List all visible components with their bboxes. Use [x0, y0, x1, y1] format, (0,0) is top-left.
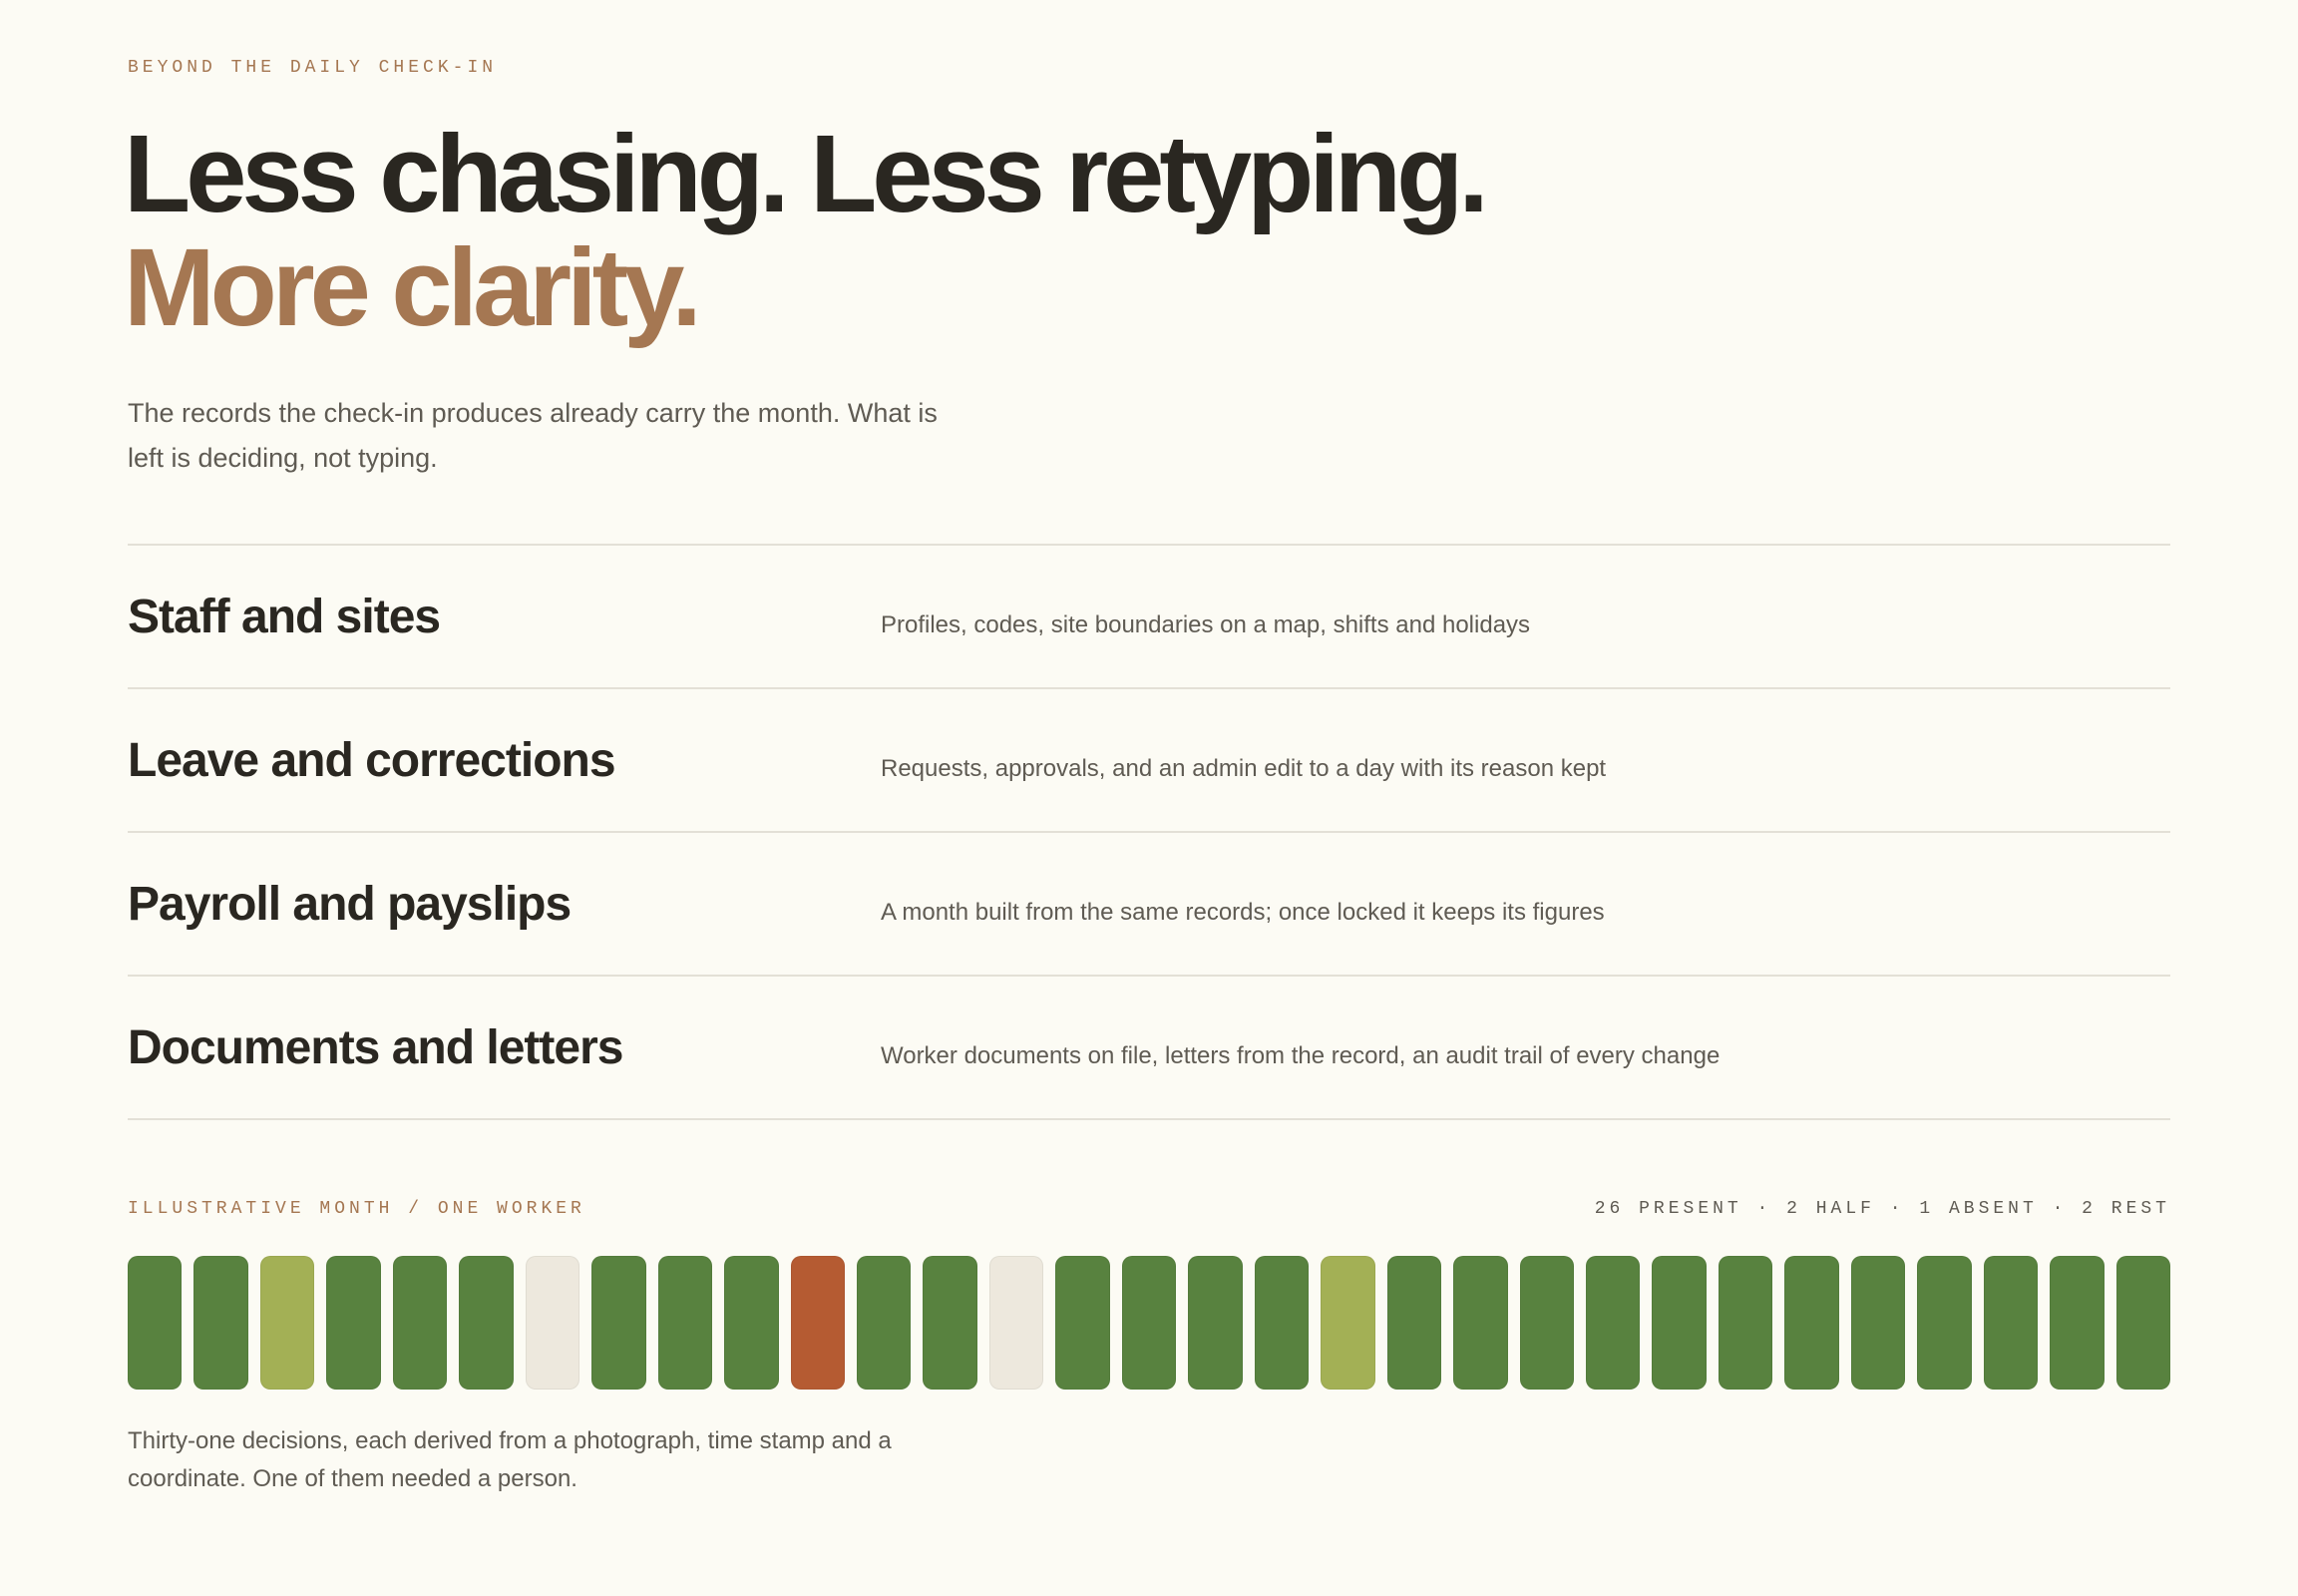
- feature-row: Staff and sites Profiles, codes, site bou…: [128, 546, 2170, 689]
- day-cell: [1188, 1256, 1243, 1390]
- feature-row: Payroll and payslips A month built from t…: [128, 833, 2170, 977]
- caption: Thirty-one decisions, each derived from …: [128, 1427, 892, 1492]
- day-cell: [2115, 1256, 2171, 1390]
- intro: The records the check-in produces alread…: [128, 398, 938, 473]
- day-cell: [193, 1256, 248, 1390]
- day-cell: [1652, 1256, 1707, 1390]
- day-cell: [1055, 1256, 1110, 1390]
- day-cell: [923, 1256, 977, 1390]
- day-cell: [1718, 1256, 1773, 1390]
- day-cell: [1321, 1256, 1375, 1390]
- month-label: ILLUSTRATIVE MONTH / ONE WORKER: [128, 1199, 585, 1219]
- day-cell: [392, 1256, 448, 1390]
- day-cell: [1850, 1256, 1906, 1390]
- day-strip: [128, 1256, 2171, 1390]
- day-cell: [724, 1256, 779, 1390]
- day-cell: [2050, 1256, 2105, 1390]
- feature-description: A month built from the same records; onc…: [881, 899, 1605, 926]
- feature-row: Documents and letters Worker documents on…: [128, 977, 2170, 1120]
- headline-accent: More clarity.: [124, 226, 702, 349]
- feature-description: Profiles, codes, site boundaries on a ma…: [881, 611, 1531, 638]
- headline-line: Less chasing. Less retyping.: [124, 113, 1489, 235]
- feature-description: Requests, approvals, and an admin edit t…: [881, 755, 1607, 782]
- day-cell: [525, 1256, 580, 1390]
- day-cell: [1519, 1256, 1574, 1390]
- day-cell: [988, 1256, 1044, 1390]
- month-summary: 26 PRESENT · 2 HALF · 1 ABSENT · 2 REST: [1594, 1199, 2170, 1219]
- day-cell: [1121, 1256, 1177, 1390]
- day-cell: [1453, 1256, 1508, 1390]
- feature-title: Staff and sites: [128, 591, 441, 643]
- day-cell: [856, 1256, 912, 1390]
- day-cell: [1917, 1256, 1972, 1390]
- day-cell: [259, 1256, 315, 1390]
- day-cell: [1585, 1256, 1641, 1390]
- day-cell: [1386, 1256, 1442, 1390]
- feature-list: Staff and sites Profiles, codes, site bou…: [128, 544, 2170, 1120]
- day-cell: [657, 1256, 713, 1390]
- day-cell: [128, 1256, 183, 1390]
- day-cell: [1784, 1256, 1839, 1390]
- day-cell: [591, 1256, 646, 1390]
- feature-row: Leave and corrections Requests, approvals…: [128, 689, 2170, 833]
- day-cell: [1983, 1256, 2039, 1390]
- day-cell: [1254, 1256, 1310, 1390]
- headline: Less chasing. Less retyping. More clarit…: [124, 113, 1489, 349]
- eyebrow: BEYOND THE DAILY CHECK-IN: [128, 58, 498, 78]
- feature-title: Payroll and payslips: [128, 878, 572, 931]
- feature-title: Documents and letters: [128, 1021, 623, 1074]
- feature-description: Worker documents on file, letters from t…: [881, 1042, 1721, 1069]
- day-cell: [326, 1256, 381, 1390]
- day-cell: [790, 1256, 845, 1390]
- feature-title: Leave and corrections: [128, 734, 616, 787]
- day-cell: [459, 1256, 514, 1390]
